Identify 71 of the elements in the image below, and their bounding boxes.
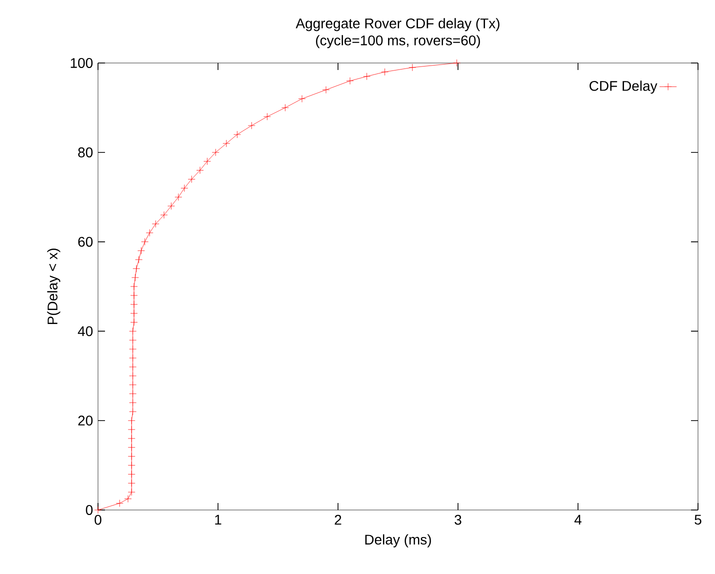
point: [128, 479, 136, 487]
point: [234, 130, 241, 138]
point: [130, 300, 138, 308]
y-tick-label: 0: [86, 505, 93, 515]
point: [128, 426, 136, 434]
point: [196, 166, 204, 174]
point: [129, 354, 137, 362]
y-tick-label: 60: [78, 236, 93, 247]
point: [128, 470, 136, 478]
point: [346, 77, 354, 85]
point: [130, 292, 138, 300]
point: [129, 328, 137, 335]
point: [188, 176, 196, 183]
point: [135, 256, 142, 264]
legend-label: CDF Delay: [590, 80, 658, 94]
x-tick-label: 3: [454, 514, 462, 525]
point: [152, 220, 160, 228]
point: [130, 310, 138, 318]
x-tick-label: 4: [574, 514, 582, 524]
point: [129, 408, 137, 416]
point: [381, 68, 388, 76]
x-tick-label: 2: [334, 514, 342, 525]
point: [138, 247, 145, 254]
point: [222, 140, 230, 148]
point: [132, 264, 140, 272]
point: [363, 72, 371, 80]
point: [130, 282, 138, 290]
point: [204, 158, 211, 166]
point: [212, 148, 220, 156]
x-tick-label: 5: [694, 514, 702, 525]
point: [180, 184, 188, 192]
point: [248, 122, 256, 130]
point: [129, 345, 137, 353]
point: [146, 229, 154, 237]
chart-title: Aggregate Rover CDF delay (Tx): [296, 18, 500, 32]
x-tick-label: 1: [215, 514, 222, 524]
point: [129, 381, 137, 389]
point: [282, 104, 289, 112]
point: [128, 434, 136, 442]
point: [129, 372, 137, 380]
chart-subtitle: (cycle=100 ms, rovers=60): [316, 35, 480, 48]
point: [128, 416, 136, 424]
point: [298, 95, 306, 102]
point: [124, 495, 132, 503]
y-tick-label: 80: [78, 147, 93, 158]
point: [168, 202, 175, 210]
point: [174, 193, 182, 201]
point: [160, 211, 168, 219]
point: [264, 112, 271, 120]
y-tick-label: 20: [78, 416, 93, 426]
point: [128, 452, 136, 460]
point: [128, 488, 136, 496]
y-tick-label: 40: [78, 326, 93, 336]
x-tick-label: 0: [94, 514, 102, 525]
point: [129, 363, 137, 371]
point: [322, 86, 330, 94]
point: [129, 390, 137, 398]
point: [116, 500, 124, 507]
point: [94, 506, 102, 514]
point: [141, 238, 148, 246]
point: [130, 318, 138, 326]
y-axis-title: P(Delay < x): [47, 248, 60, 324]
point: [129, 399, 137, 406]
point: [132, 274, 139, 282]
point: [128, 462, 136, 469]
point: [129, 336, 137, 344]
point: [408, 64, 416, 72]
point: [453, 59, 461, 67]
y-tick-label: 100: [70, 58, 93, 68]
x-axis-title: Delay (ms): [365, 534, 431, 548]
point: [128, 444, 136, 452]
